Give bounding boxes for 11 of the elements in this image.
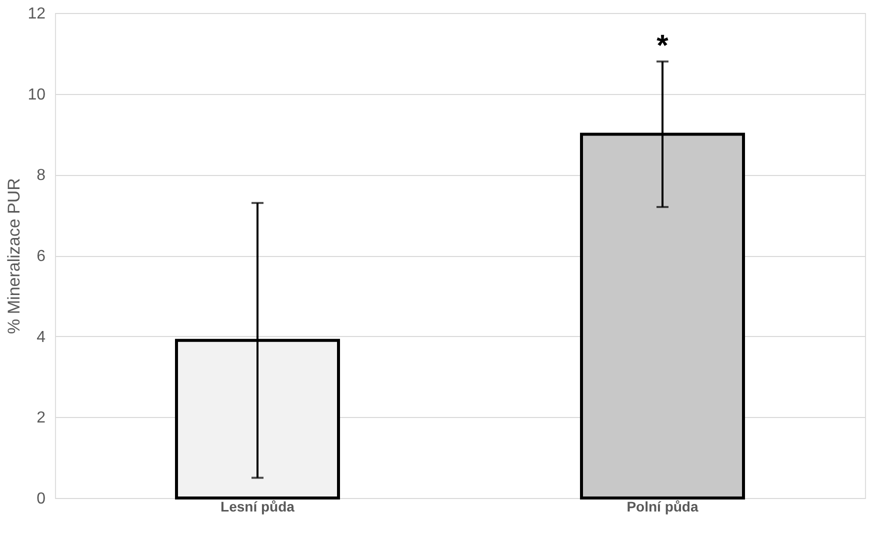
x-tick-label: Polní půda bbox=[626, 498, 698, 514]
y-axis-title: % Mineralizace PUR bbox=[4, 178, 24, 334]
x-tick-label: Lesní půda bbox=[220, 498, 295, 514]
y-tick-label: 0 bbox=[36, 490, 46, 508]
y-tick-label: 10 bbox=[28, 86, 46, 104]
y-tick-label: 6 bbox=[36, 248, 46, 265]
annotation: * bbox=[656, 30, 669, 62]
y-tick-label: 4 bbox=[36, 328, 46, 346]
y-tick-label: 2 bbox=[36, 410, 46, 427]
y-tick-label: 12 bbox=[28, 6, 46, 22]
y-tick-label: 8 bbox=[36, 167, 46, 184]
